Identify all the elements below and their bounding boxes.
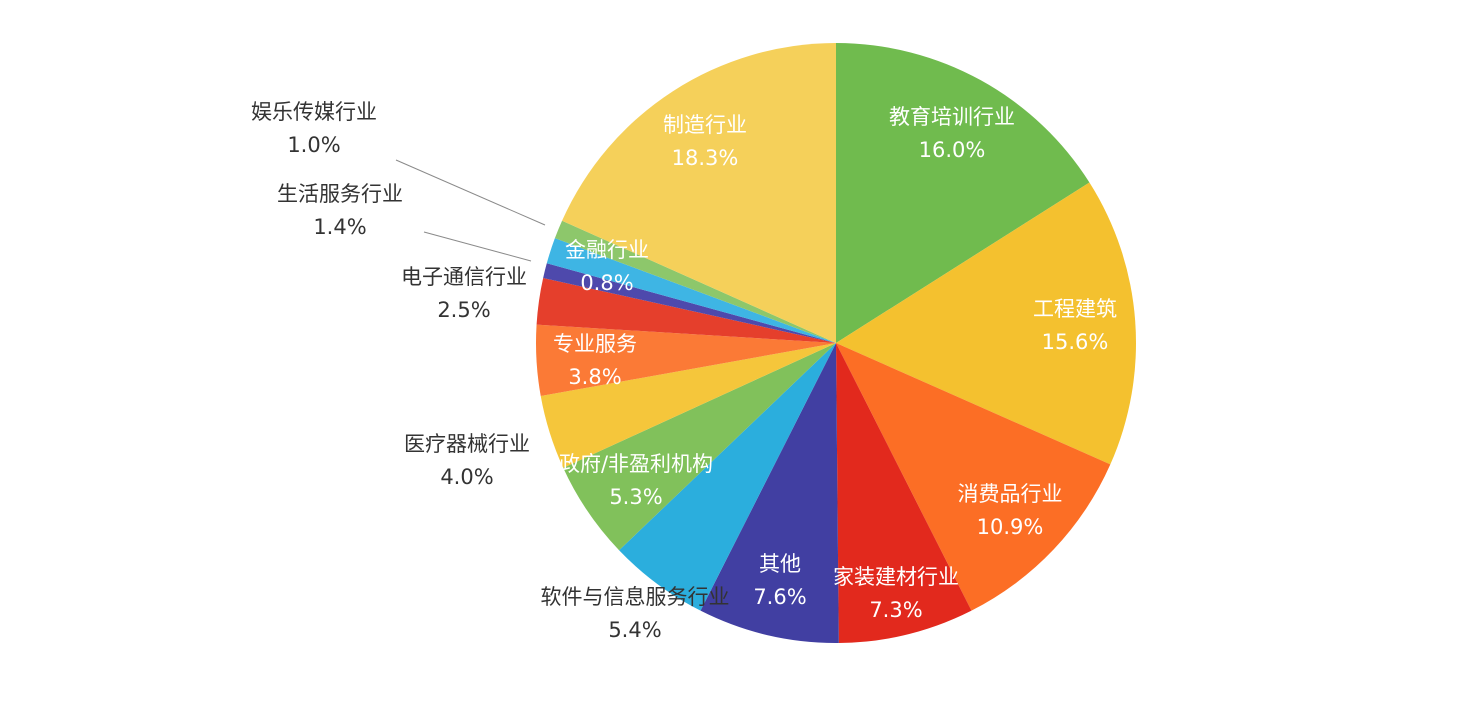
leader-line bbox=[423, 231, 532, 262]
slice-name-label: 电子通信行业 bbox=[401, 265, 527, 289]
slice-label: 教育培训行业 16.0% bbox=[889, 105, 1015, 162]
slice-value-label: 1.0% bbox=[287, 133, 340, 157]
slice-name-label: 家装建材行业 bbox=[833, 565, 959, 589]
pie-slice bbox=[619, 343, 836, 611]
pie-slice bbox=[543, 263, 836, 343]
slice-value-label: 7.6% bbox=[753, 585, 806, 609]
slice-value-label: 4.0% bbox=[440, 465, 493, 489]
slice-label: 医疗器械行业 4.0% bbox=[404, 432, 530, 489]
slice-name-label: 生活服务行业 bbox=[277, 182, 403, 206]
pie-slice bbox=[546, 238, 836, 343]
pie-slice bbox=[554, 220, 836, 343]
slice-label: 其他 7.6% bbox=[753, 552, 806, 609]
slice-name-label: 教育培训行业 bbox=[889, 105, 1015, 129]
leader-lines bbox=[395, 159, 546, 262]
slice-name-label: 专业服务 bbox=[553, 332, 637, 356]
slice-label: 金融行业 0.8% bbox=[565, 238, 649, 295]
slice-value-label: 3.8% bbox=[568, 365, 621, 389]
slice-label: 电子通信行业 2.5% bbox=[401, 265, 527, 322]
slice-name-label: 制造行业 bbox=[663, 113, 747, 137]
slice-label: 生活服务行业 1.4% bbox=[277, 182, 403, 239]
slice-name-label: 金融行业 bbox=[565, 238, 649, 262]
slice-value-label: 16.0% bbox=[919, 138, 986, 162]
slice-label: 工程建筑 15.6% bbox=[1033, 297, 1117, 354]
pie-slice bbox=[836, 343, 972, 643]
slice-label: 专业服务 3.8% bbox=[553, 332, 637, 389]
slice-label: 制造行业 18.3% bbox=[663, 113, 747, 170]
slice-value-label: 18.3% bbox=[672, 146, 739, 170]
slice-name-label: 消费品行业 bbox=[958, 482, 1063, 506]
pie-slice bbox=[836, 43, 1090, 343]
pie-slice bbox=[700, 343, 839, 643]
slice-value-label: 5.4% bbox=[608, 618, 661, 642]
slice-value-label: 5.3% bbox=[609, 485, 662, 509]
slice-value-label: 1.4% bbox=[313, 215, 366, 239]
pie-slice bbox=[836, 343, 1111, 611]
slice-name-label: 工程建筑 bbox=[1033, 297, 1117, 321]
pie-slice bbox=[836, 182, 1136, 465]
slice-label: 政府/非盈利机构 5.3% bbox=[559, 452, 713, 509]
slice-label: 家装建材行业 7.3% bbox=[833, 565, 959, 622]
slice-name-label: 其他 bbox=[759, 552, 801, 576]
slice-name-label: 娱乐传媒行业 bbox=[251, 100, 377, 124]
slice-label: 软件与信息服务行业 5.4% bbox=[541, 585, 730, 642]
slice-label: 娱乐传媒行业 1.0% bbox=[251, 100, 377, 157]
pie-slice bbox=[536, 277, 836, 343]
pie-slice bbox=[563, 343, 836, 551]
pie-slices bbox=[536, 43, 1136, 643]
slice-label: 消费品行业 10.9% bbox=[958, 482, 1063, 539]
leader-line bbox=[395, 159, 546, 226]
slice-name-label: 医疗器械行业 bbox=[404, 432, 530, 456]
slice-value-label: 2.5% bbox=[437, 298, 490, 322]
slice-value-label: 0.8% bbox=[580, 271, 633, 295]
pie-slice bbox=[562, 43, 836, 343]
slice-value-label: 15.6% bbox=[1042, 330, 1109, 354]
slice-labels: 教育培训行业 16.0% 工程建筑 15.6% 消费品行业 10.9% 家装建材行业 7.3%… bbox=[251, 100, 1117, 642]
slice-value-label: 10.9% bbox=[977, 515, 1044, 539]
slice-name-label: 软件与信息服务行业 bbox=[541, 585, 730, 609]
pie-slice bbox=[540, 343, 836, 468]
slice-value-label: 7.3% bbox=[869, 598, 922, 622]
pie-slice bbox=[536, 324, 836, 397]
slice-name-label: 政府/非盈利机构 bbox=[559, 452, 713, 476]
